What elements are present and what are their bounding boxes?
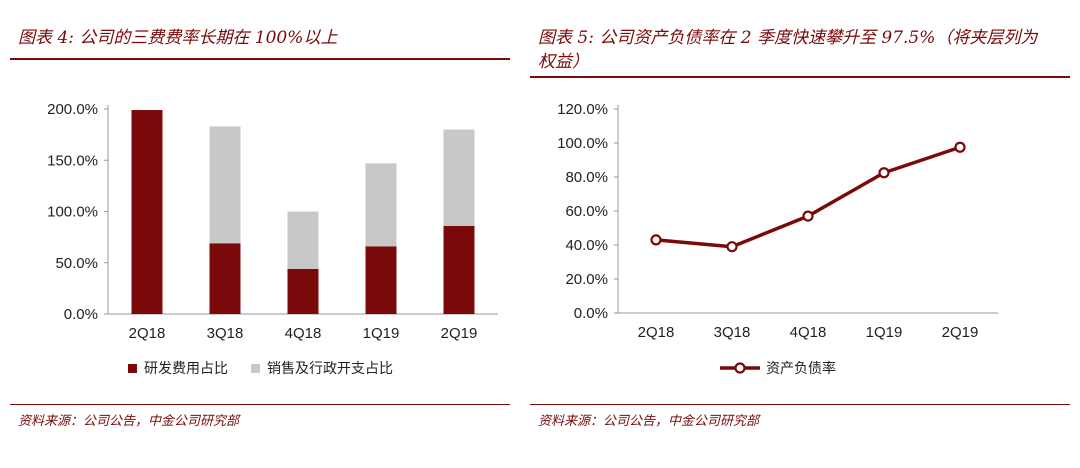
- legend-swatch: [128, 364, 137, 373]
- y-tick-label: 100.0%: [557, 135, 608, 152]
- x-tick-label: 2Q19: [942, 324, 979, 341]
- bar-segment: [287, 268, 319, 314]
- y-tick-label: 60.0%: [565, 203, 608, 220]
- y-tick-label: 120.0%: [557, 101, 608, 118]
- left-bottom-rule: [10, 404, 510, 405]
- bar-segment: [443, 225, 475, 314]
- data-point: [878, 167, 890, 179]
- line-chart: 0.0% 20.0% 40.0% 60.0% 80.0% 100.0% 120.0% 2Q18…: [557, 101, 998, 376]
- x-tick-label: 1Q19: [363, 325, 400, 342]
- right-bottom-rule: [530, 404, 1070, 405]
- data-point: [802, 210, 814, 222]
- x-tick-label: 3Q18: [207, 325, 244, 342]
- x-tick-label: 4Q18: [790, 324, 827, 341]
- y-tick-label: 150.0%: [47, 152, 98, 169]
- y-tick-label: 0.0%: [574, 305, 608, 322]
- x-tick-label: 2Q18: [638, 324, 675, 341]
- bar-segment: [365, 246, 397, 314]
- y-tick-label: 100.0%: [47, 204, 98, 221]
- bar-segment: [209, 126, 241, 244]
- y-tick-label: 0.0%: [64, 306, 98, 323]
- y-tick-label: 40.0%: [565, 237, 608, 254]
- x-tick-label: 2Q18: [129, 325, 166, 342]
- bar-segment: [287, 211, 319, 269]
- y-tick-label: 200.0%: [47, 101, 98, 118]
- left-title-rule: [10, 58, 510, 60]
- x-tick-label: 2Q19: [441, 325, 478, 342]
- legend-label: 资产负债率: [766, 360, 836, 376]
- series-line: [655, 145, 961, 249]
- left-chart-panel: 图表 4: 公司的三费费率长期在 100%以上 0.0% 50.0% 100.0% 1…: [0, 0, 520, 468]
- y-tick-label: 20.0%: [565, 271, 608, 288]
- x-tick-label: 1Q19: [866, 324, 903, 341]
- y-tick-label: 50.0%: [55, 255, 98, 272]
- legend-label: 研发费用占比: [144, 360, 228, 376]
- legend-marker: [734, 362, 746, 374]
- bar-segment: [365, 163, 397, 247]
- right-chart-panel: 图表 5: 公司资产负债率在 2 季度快速攀升至 97.5%（将夹层列为权益） …: [520, 0, 1080, 468]
- data-point: [954, 141, 966, 153]
- legend-label: 销售及行政开支占比: [267, 360, 393, 376]
- right-title-rule: [530, 76, 1070, 78]
- bar-chart: 0.0% 50.0% 100.0% 150.0% 200.0% 2Q18 3Q18 4Q18 1…: [47, 101, 498, 376]
- x-tick-label: 4Q18: [285, 325, 322, 342]
- data-point: [650, 234, 662, 246]
- right-source-note: 资料来源：公司公告，中金公司研究部: [538, 414, 760, 429]
- left-chart-title: 图表 4: 公司的三费费率长期在 100%以上: [18, 28, 338, 48]
- right-chart-title: 图表 5: 公司资产负债率在 2 季度快速攀升至 97.5%（将夹层列为权益）: [538, 28, 1038, 72]
- data-point: [726, 241, 738, 253]
- left-source-note: 资料来源：公司公告，中金公司研究部: [18, 414, 240, 429]
- bar-segment: [443, 129, 475, 226]
- bar-segment: [209, 243, 241, 314]
- legend-swatch: [251, 364, 260, 373]
- x-tick-label: 3Q18: [714, 324, 751, 341]
- bar-segment: [131, 110, 163, 315]
- y-tick-label: 80.0%: [565, 169, 608, 186]
